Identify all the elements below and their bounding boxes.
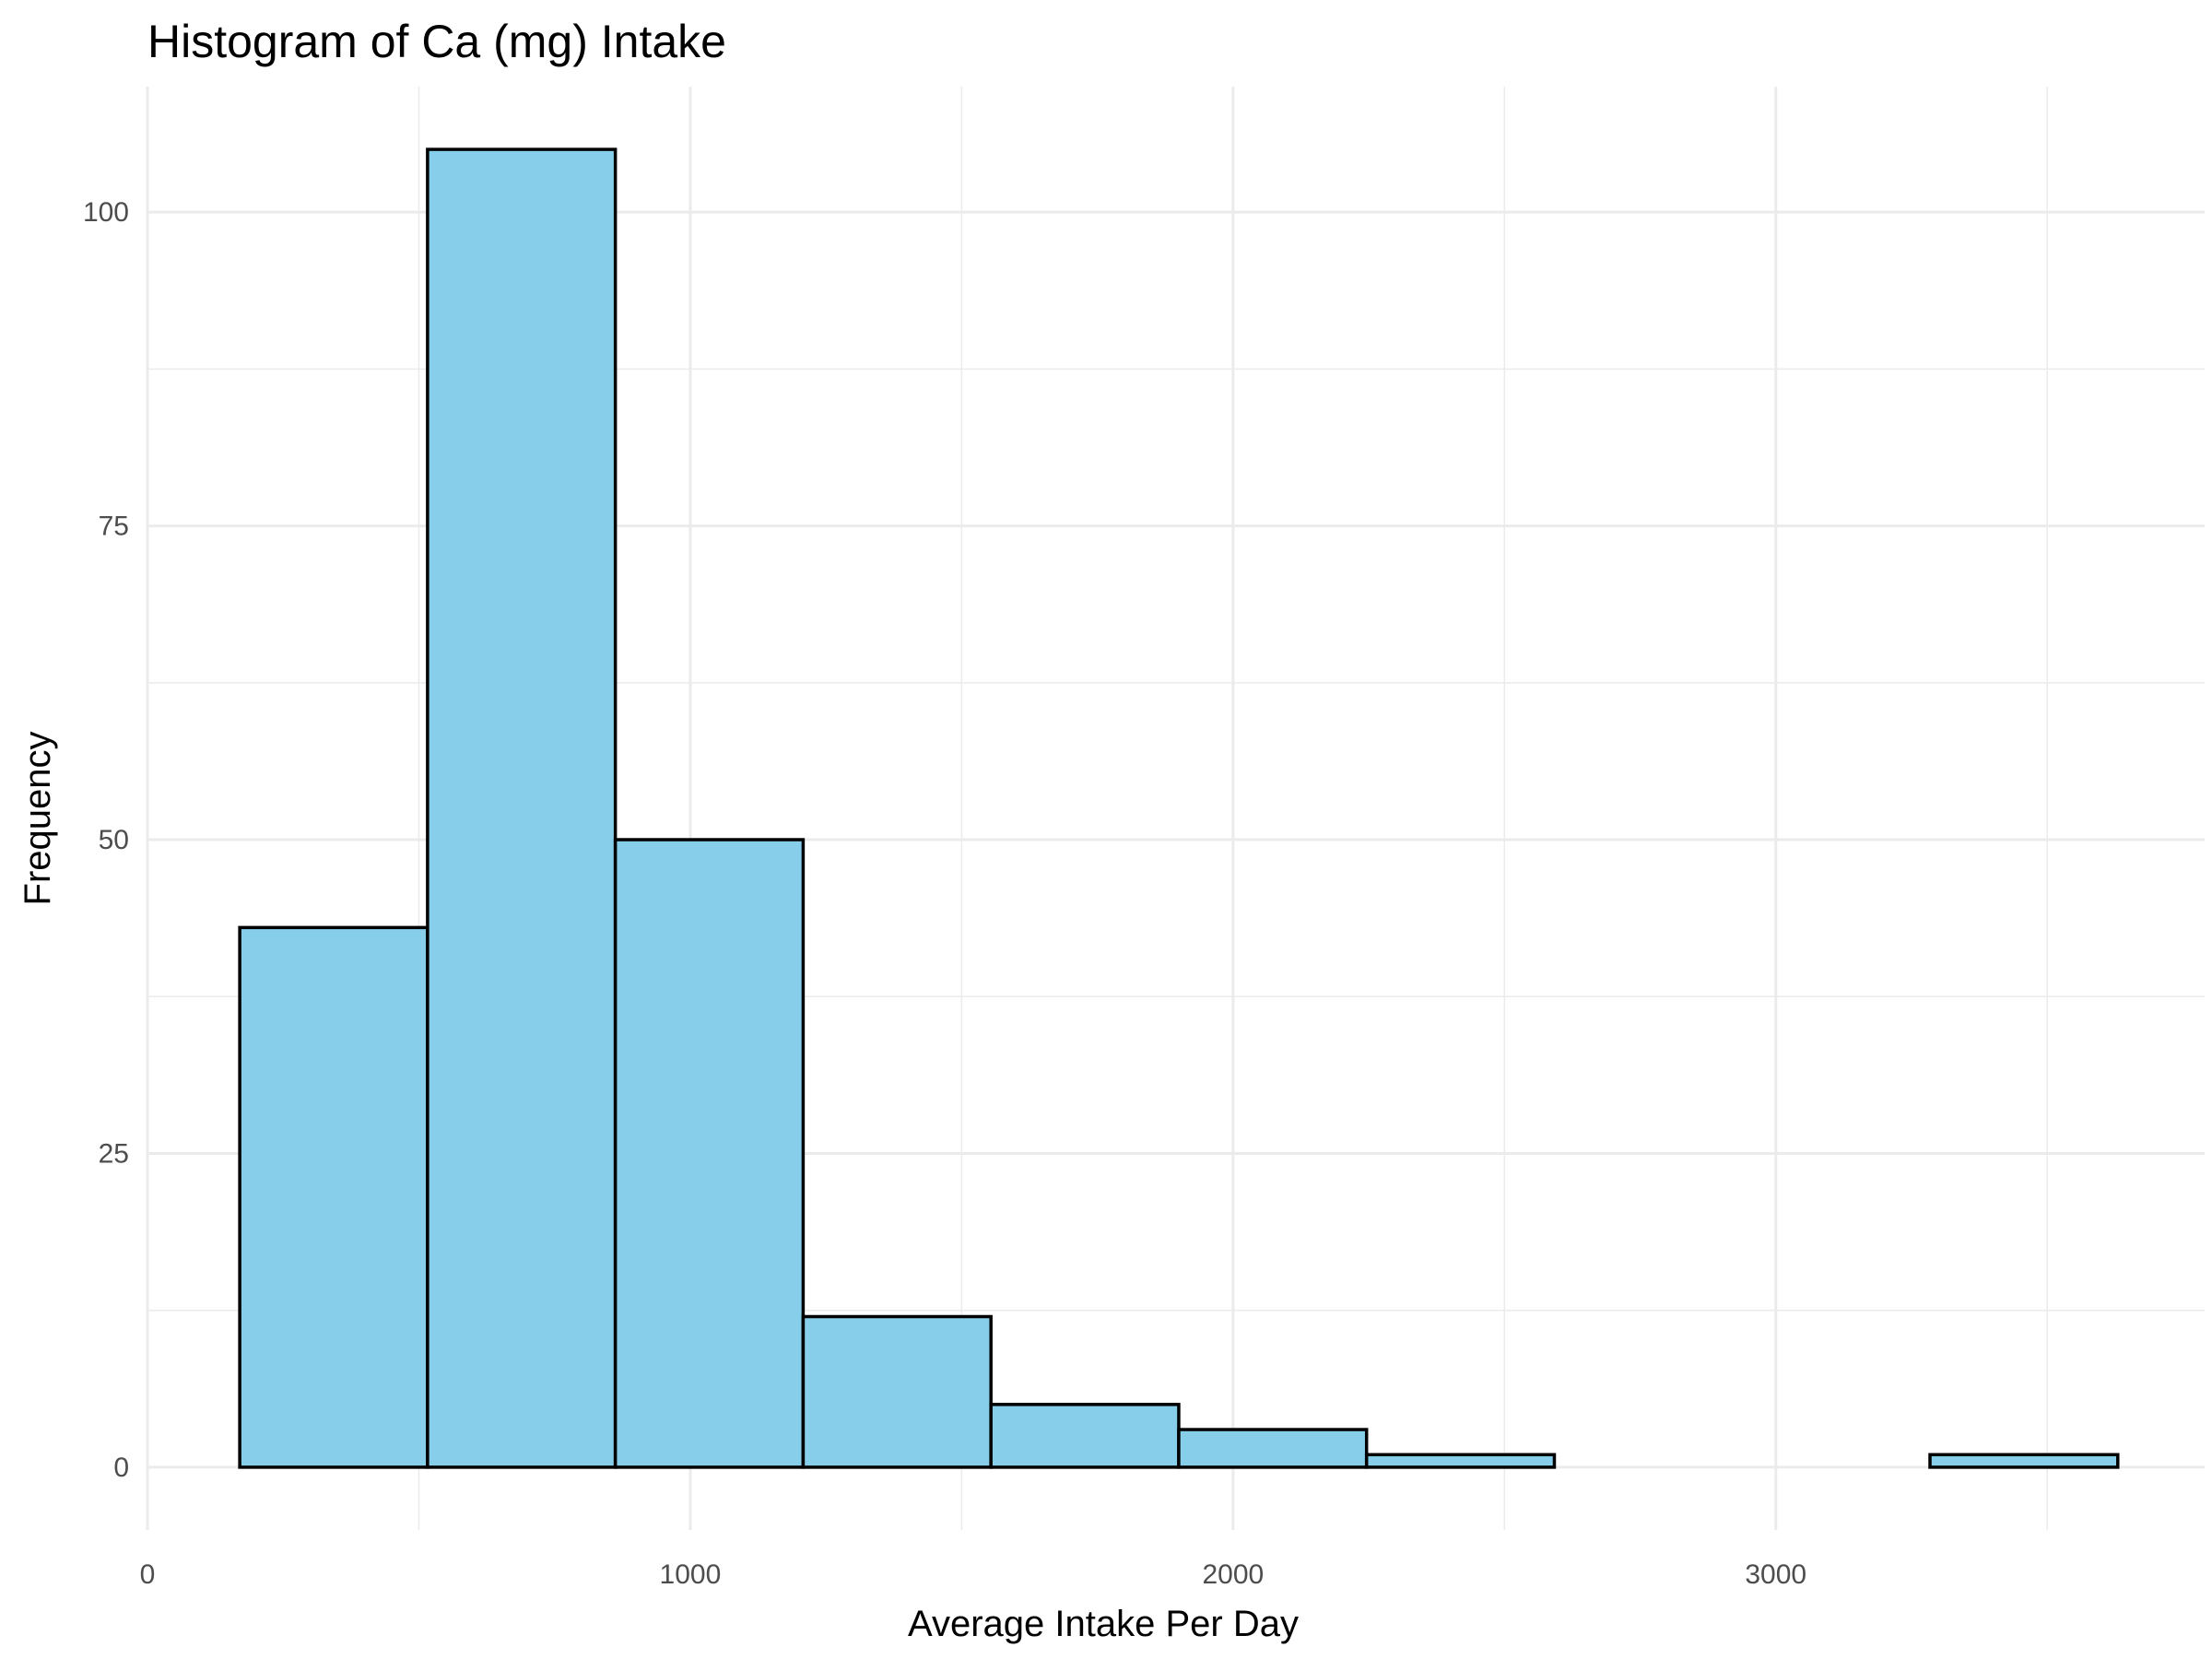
y-tick-label: 0	[113, 1453, 129, 1483]
histogram-bar-7	[1364, 1453, 1557, 1469]
y-tick-label: 100	[83, 197, 129, 228]
histogram-bar-3	[613, 838, 806, 1469]
y-tick-labels: 0 25 50 75 100	[83, 197, 129, 1483]
histogram-bar-1	[238, 925, 429, 1469]
x-tick-label: 1000	[660, 1559, 722, 1590]
y-tick-label: 25	[99, 1138, 129, 1169]
histogram-bar-6	[1177, 1428, 1369, 1469]
x-tick-labels: 0 1000 2000 3000	[140, 1559, 1806, 1590]
y-tick-label: 50	[99, 825, 129, 855]
histogram-bar-2	[426, 147, 618, 1469]
chart-title: Histogram of Ca (mg) Intake	[147, 16, 726, 67]
histogram-bar-4	[801, 1314, 993, 1469]
x-tick-label: 0	[140, 1559, 156, 1590]
x-axis-title: Average Intake Per Day	[908, 1604, 1299, 1644]
y-axis-title: Frequency	[18, 732, 58, 906]
y-tick-label: 75	[99, 512, 129, 542]
x-tick-label: 2000	[1202, 1559, 1264, 1590]
histogram-bar-10	[1928, 1453, 2120, 1469]
x-tick-label: 3000	[1745, 1559, 1806, 1590]
bars	[238, 147, 2120, 1469]
histogram-bar-5	[989, 1403, 1181, 1469]
